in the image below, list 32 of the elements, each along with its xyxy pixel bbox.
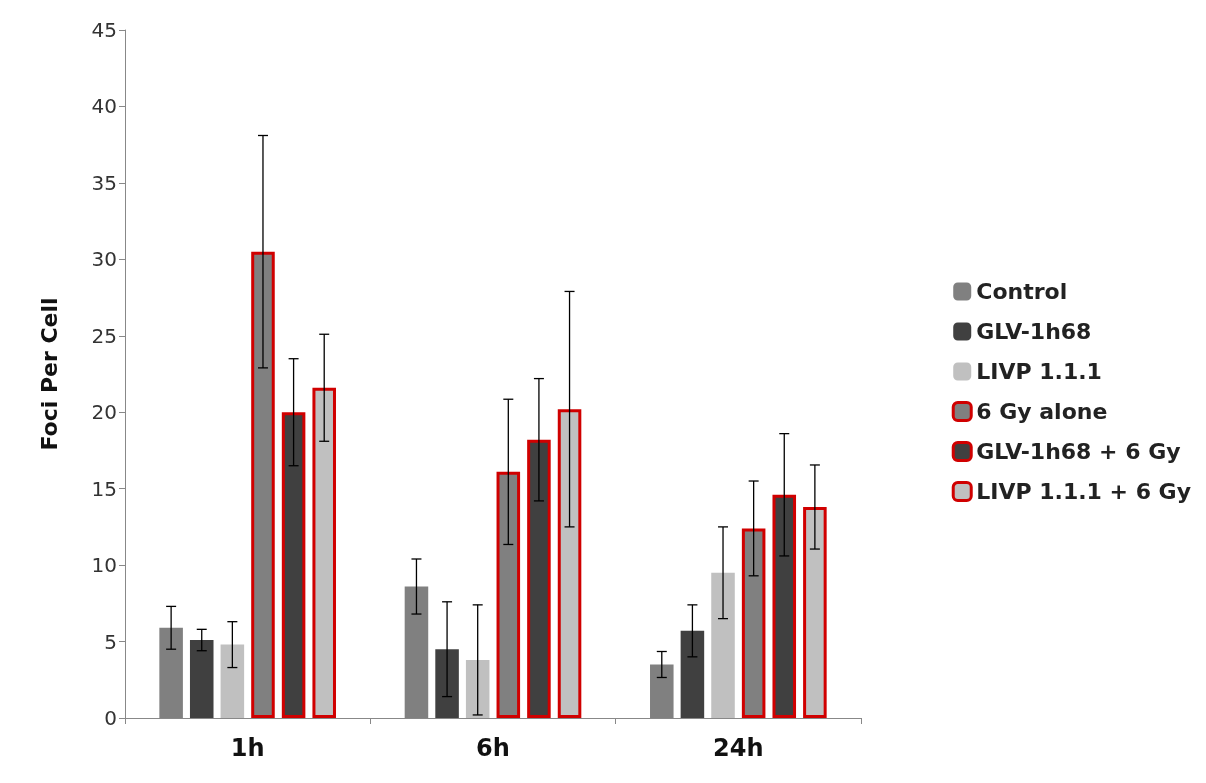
y-tick-label: 5 bbox=[104, 629, 117, 654]
x-tick-label: 1h bbox=[230, 734, 265, 762]
bar bbox=[435, 649, 459, 718]
y-tick-label: 40 bbox=[91, 94, 117, 119]
x-tick-label: 6h bbox=[476, 734, 510, 762]
bar bbox=[465, 659, 490, 718]
y-tick-label: 35 bbox=[91, 170, 117, 195]
y-axis-title: Foci Per Cell bbox=[36, 297, 62, 451]
y-tick-label: 15 bbox=[91, 476, 117, 501]
bar bbox=[220, 644, 245, 718]
bar bbox=[312, 387, 336, 718]
bar bbox=[711, 572, 735, 718]
bar bbox=[527, 439, 551, 718]
y-tick-label: 45 bbox=[91, 18, 117, 42]
legend-label: Control bbox=[976, 279, 1068, 304]
y-tick-label: 25 bbox=[91, 323, 117, 348]
y-tick-label: 10 bbox=[91, 553, 117, 578]
legend-label: GLV-1h68 + 6 Gy bbox=[976, 439, 1181, 464]
y-tick-label: 30 bbox=[91, 247, 117, 272]
bar bbox=[557, 409, 582, 718]
bar bbox=[803, 507, 827, 718]
bar bbox=[189, 640, 214, 718]
y-tick-label: 20 bbox=[91, 400, 117, 425]
y-tick-label: 0 bbox=[104, 706, 117, 730]
legend-label: LIVP 1.1.1 + 6 Gy bbox=[976, 479, 1192, 504]
legend-label: GLV-1h68 bbox=[976, 319, 1092, 344]
legend-label: 6 Gy alone bbox=[976, 399, 1108, 424]
bar bbox=[680, 630, 705, 718]
x-tick-label: 24h bbox=[713, 734, 764, 762]
legend-label: LIVP 1.1.1 bbox=[976, 359, 1102, 384]
bar bbox=[772, 494, 797, 718]
bar bbox=[281, 412, 306, 718]
